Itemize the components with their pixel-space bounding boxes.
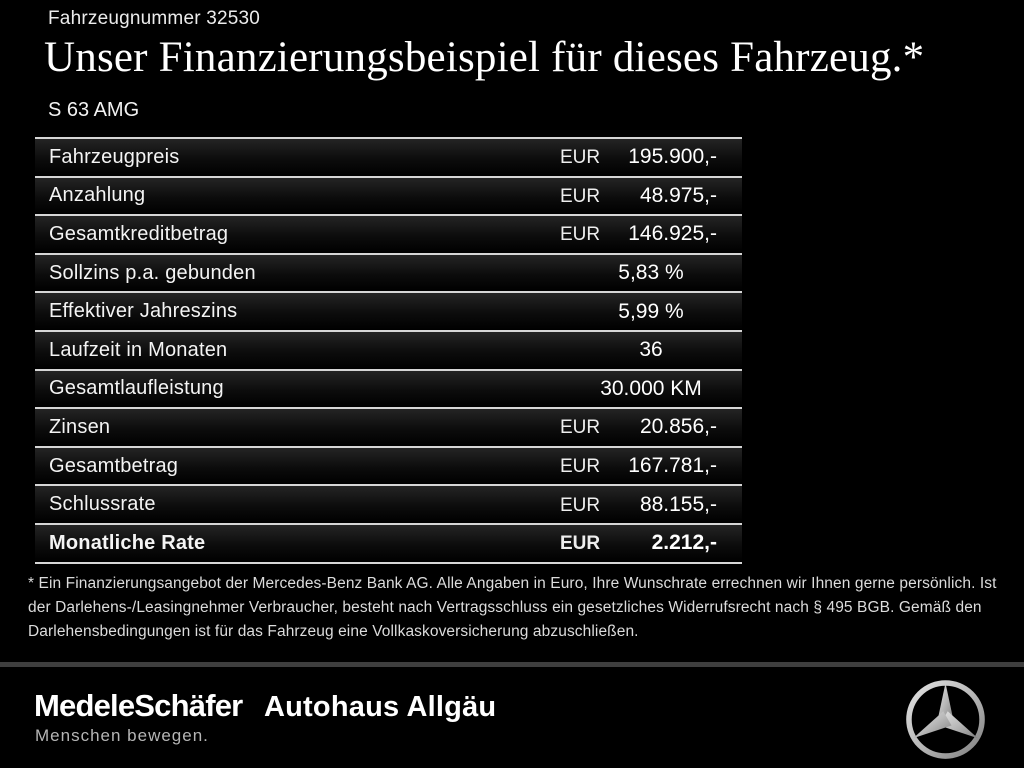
row-value-group: EUR 88.155,-: [560, 493, 742, 517]
row-label: Anzahlung: [49, 184, 146, 207]
row-value: 20.856,-: [639, 415, 717, 439]
table-row: Fahrzeugpreis EUR 195.900,-: [35, 137, 742, 176]
table-row: Gesamtkreditbetrag EUR 146.925,-: [35, 214, 742, 253]
row-label: Laufzeit in Monaten: [49, 338, 228, 361]
row-label: Zinsen: [49, 415, 111, 438]
footnote-text: * Ein Finanzierungsangebot der Mercedes-…: [28, 575, 997, 640]
row-value-group: 36: [560, 338, 742, 362]
page-title: Unser Finanzierungsbeispiel für dieses F…: [44, 34, 925, 81]
table-row: Sollzins p.a. gebunden 5,83 %: [35, 252, 742, 292]
row-value-group: EUR 20.856,-: [560, 415, 742, 439]
row-label: Sollzins p.a. gebunden: [49, 261, 256, 284]
vehicle-model: S 63 AMG: [48, 99, 140, 121]
currency-label: EUR: [560, 417, 601, 439]
table-row: Gesamtbetrag EUR 167.781,-: [35, 445, 742, 485]
row-value: 30.000 KM: [600, 376, 702, 400]
row-label: Fahrzeugpreis: [49, 145, 180, 168]
table-row: Schlussrate EUR 88.155,-: [35, 484, 742, 523]
row-label: Monatliche Rate: [49, 531, 206, 554]
row-value-group: EUR 2.212,-: [560, 531, 742, 555]
row-value-group: 30.000 KM: [560, 377, 742, 401]
row-value: 36: [639, 338, 663, 362]
row-value: 167.781,-: [628, 454, 717, 478]
footer-divider: [0, 662, 1024, 667]
row-value: 5,99 %: [618, 299, 684, 323]
currency-label: EUR: [560, 456, 601, 478]
row-value: 2.212,-: [651, 531, 717, 555]
row-value: 195.900,-: [628, 145, 717, 169]
table-row: Laufzeit in Monaten 36: [35, 329, 742, 369]
row-value: 48.975,-: [639, 183, 717, 207]
row-label: Gesamtlaufleistung: [49, 377, 224, 400]
vehicle-number: Fahrzeugnummer 32530: [48, 8, 261, 29]
currency-label: EUR: [560, 533, 601, 555]
row-value: 5,83 %: [618, 261, 684, 285]
table-row: Gesamtlaufleistung 30.000 KM: [35, 368, 742, 408]
row-label: Effektiver Jahreszins: [49, 300, 238, 323]
currency-label: EUR: [560, 147, 601, 169]
row-value-group: EUR 146.925,-: [560, 222, 742, 246]
row-value-group: 5,83 %: [560, 261, 742, 285]
row-value-group: EUR 195.900,-: [560, 145, 742, 169]
currency-label: EUR: [560, 224, 601, 246]
currency-label: EUR: [560, 494, 601, 516]
row-label: Gesamtbetrag: [49, 454, 179, 477]
financing-table: Fahrzeugpreis EUR 195.900,- Anzahlung EU…: [35, 137, 742, 564]
row-label: Gesamtkreditbetrag: [49, 222, 229, 245]
row-value: 146.925,-: [628, 222, 717, 246]
row-value-group: EUR 48.975,-: [560, 184, 742, 208]
table-row: Zinsen EUR 20.856,-: [35, 407, 742, 446]
dealer-logo-medeleschaefer: MedeleSchäfer: [34, 688, 243, 723]
mercedes-star-icon: [906, 680, 985, 759]
row-label: Schlussrate: [49, 493, 156, 516]
dealer-tagline: Menschen bewegen.: [35, 726, 209, 745]
dealer-logo-autohaus-allgaeu: Autohaus Allgäu: [264, 691, 497, 723]
row-value-group: EUR 167.781,-: [560, 454, 742, 478]
row-value-group: 5,99 %: [560, 300, 742, 324]
table-row: Effektiver Jahreszins 5,99 %: [35, 291, 742, 330]
table-row: Monatliche Rate EUR 2.212,-: [35, 522, 742, 562]
table-row: Anzahlung EUR 48.975,-: [35, 175, 742, 215]
currency-label: EUR: [560, 185, 601, 207]
row-value: 88.155,-: [639, 492, 717, 516]
